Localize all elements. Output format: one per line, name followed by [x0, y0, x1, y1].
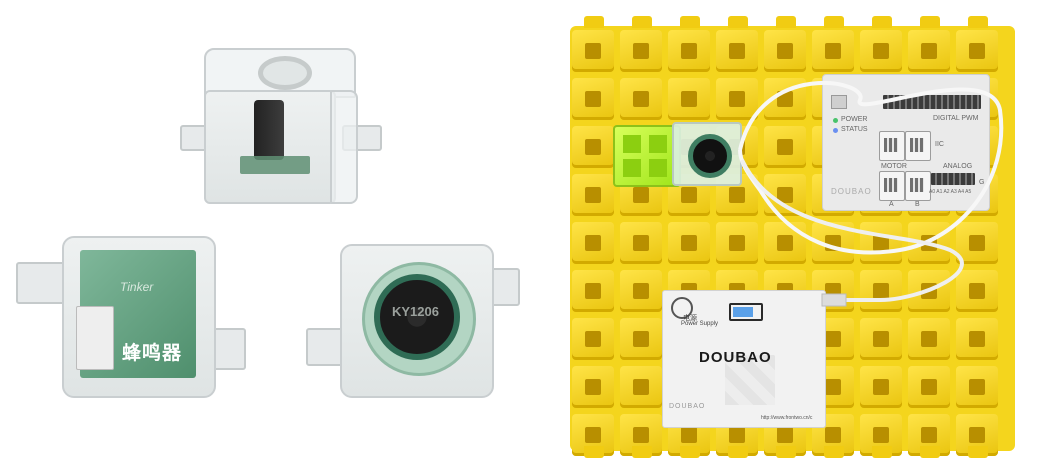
white-cables [0, 0, 1038, 466]
